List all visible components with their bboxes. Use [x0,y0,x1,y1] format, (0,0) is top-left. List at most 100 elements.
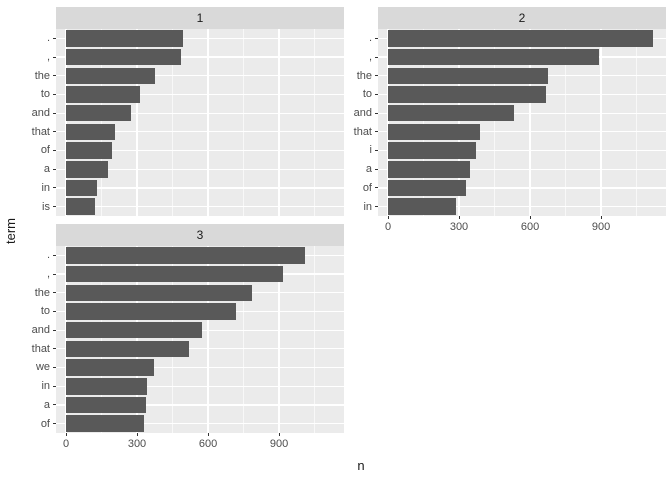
x-tick-mark [529,216,531,219]
bar-3-the [66,284,252,301]
y-tick-mark [53,131,56,133]
gridline-major [458,29,460,216]
y-tick-mark [53,273,56,275]
facet-strip-label: 1 [196,11,204,25]
bar-3-we [66,359,155,376]
y-axis-label: the [34,286,50,299]
bar-3-of [66,415,144,432]
y-axis-label-row: in [16,179,56,198]
bar-3-and [66,321,203,339]
y-axis-label-row: . [16,29,56,48]
y-axis-label: is [42,200,50,213]
gridline-major [65,246,67,433]
gridline-category [56,366,344,369]
y-axis-label-row: and [16,104,56,123]
y-axis-label: in [363,200,372,213]
gridline-minor [565,29,567,216]
y-axis-label: . [368,32,372,45]
x-tick-mark [458,216,460,219]
bar-2-the [388,67,548,84]
y-tick-mark [375,131,378,133]
y-tick-mark [53,292,56,294]
facet-3: 3., the to and that we in a of 0 300 600 900 [16,224,344,459]
y-axis-label: that [31,125,50,138]
y-axis-label-row: the [16,66,56,85]
facet-body: ., the to and that we in a of [16,246,344,433]
bar-2-to [388,86,547,103]
bar-3-that [66,340,190,358]
x-tick-mark [65,433,67,436]
y-axis-label: to [40,305,50,318]
facet-1: 1., the to and that of a in is [16,7,344,216]
gridline-minor [494,29,495,216]
gridline-major [65,29,67,216]
y-axis-label-row: and [16,321,56,340]
y-axis-label-row: in [16,377,56,396]
y-axis-label-row: . [338,29,378,48]
y-tick-mark [375,75,378,77]
facet-2: 2., the to and that i a of in 0 300 600 900 [338,7,666,242]
y-tick-mark [375,37,378,39]
y-axis-label: . [46,32,50,45]
y-axis-label: , [46,51,50,64]
panel [378,29,666,216]
y-tick-mark [53,385,56,387]
gridline-category [56,206,344,208]
y-axis-label: and [31,107,50,120]
y-tick-mark [53,93,56,95]
gridline-major [278,29,280,216]
y-tick-mark [53,404,56,406]
gridline-category [56,37,344,39]
gridline-major [278,246,280,433]
bar-3-, [66,265,283,283]
y-tick-mark [53,56,56,58]
gridline-minor [172,246,173,433]
gridline-minor [101,246,102,433]
y-axis-label-row: to [16,85,56,104]
y-axis-label-row: of [16,141,56,160]
bar-2-in [388,198,456,215]
bar-1-to [66,86,141,103]
y-tick-mark [375,112,378,114]
gridline-major [207,246,209,433]
bar-3-. [66,247,306,264]
y-axis-label-row: that [16,122,56,141]
facet-strip-label: 3 [196,228,204,242]
y-axis-label: , [46,268,50,281]
bar-1-, [66,48,181,66]
y-axis-label-row: we [16,358,56,377]
gridline-major [207,29,209,216]
y-tick-mark [53,112,56,114]
y-axis-label: to [40,88,50,101]
gridline-category [56,93,344,96]
gridline-major [136,29,138,216]
x-tick-label: 300 [449,221,469,233]
gridline-category [56,168,344,170]
gridline-major [136,246,138,433]
gridline-category [56,404,344,406]
y-tick-mark [375,206,378,208]
y-axis-label-row: . [16,246,56,265]
bar-2-. [388,30,654,47]
gridline-major [600,29,602,216]
bar-1-and [66,104,131,122]
bar-2-a [388,161,471,178]
y-axis-label-row: to [338,85,378,104]
x-tick-label: 0 [62,438,70,450]
y-axis-label-row: that [16,339,56,358]
y-axis-label-row: the [16,283,56,302]
y-axis-label-row: i [338,141,378,160]
gridline-category [378,187,666,189]
y-tick-mark [53,254,56,256]
bar-2-i [388,142,476,159]
gridline-minor [243,246,245,433]
y-tick-mark [375,93,378,95]
x-tick-label: 900 [591,221,611,233]
facet-strip: 2 [378,7,666,29]
gridline-minor [314,29,316,216]
x-axis: 0 300 600 900 [378,216,666,242]
y-tick-mark [375,149,378,151]
gridline-category [378,131,666,133]
x-tick-mark [207,433,209,436]
y-axis-label-row: in [338,197,378,216]
